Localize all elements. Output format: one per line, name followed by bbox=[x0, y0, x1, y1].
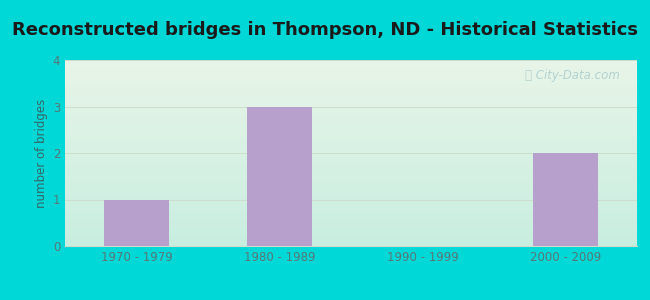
Y-axis label: number of bridges: number of bridges bbox=[36, 98, 49, 208]
Bar bbox=[534, 153, 598, 246]
Text: ⓘ City-Data.com: ⓘ City-Data.com bbox=[525, 69, 620, 82]
Bar bbox=[104, 200, 169, 246]
Text: Reconstructed bridges in Thompson, ND - Historical Statistics: Reconstructed bridges in Thompson, ND - … bbox=[12, 21, 638, 39]
Bar bbox=[247, 106, 312, 246]
